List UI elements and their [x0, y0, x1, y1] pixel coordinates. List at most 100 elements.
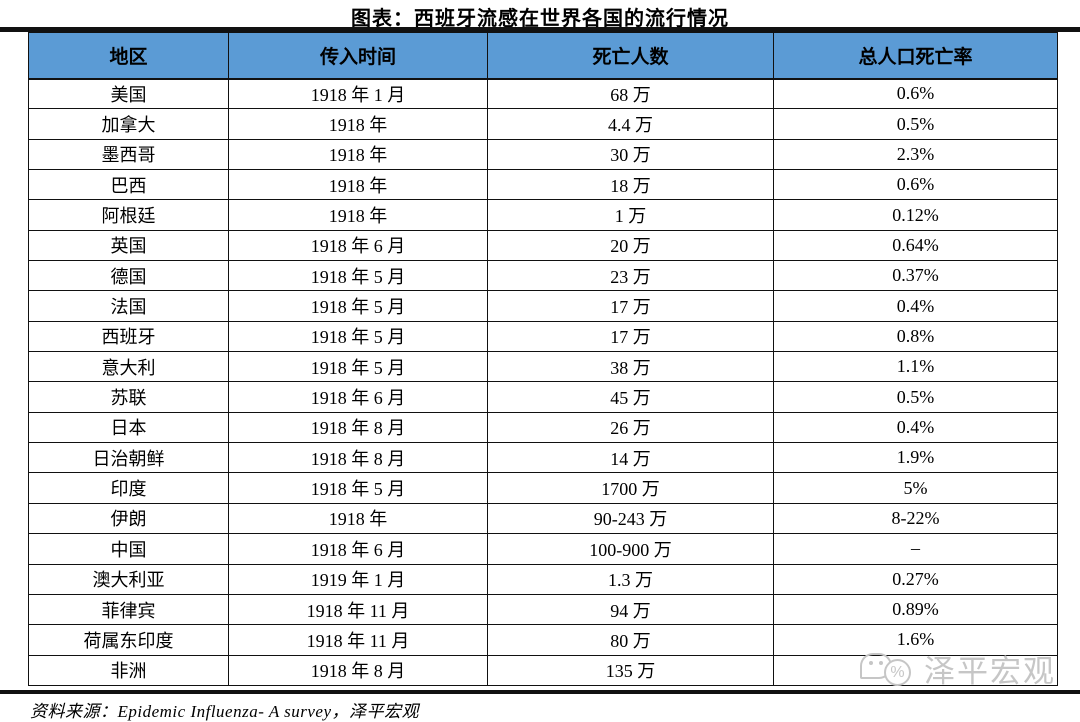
table-cell: 4.4 万 [487, 108, 774, 140]
table-cell: 印度 [28, 472, 229, 504]
table-cell: 0.5% [773, 108, 1058, 140]
table-row: 中国 1918 年 6 月 100-900 万 – [28, 533, 1058, 565]
table-row: 澳大利亚 1919 年 1 月 1.3 万 0.27% [28, 563, 1058, 595]
table-cell: 1918 年 1 月 [228, 77, 488, 110]
table-cell: 1700 万 [487, 472, 774, 504]
table-cell: 0.4% [773, 290, 1058, 322]
table-cell: 1918 年 [228, 169, 488, 201]
table-row: 西班牙 1918 年 5 月 17 万 0.8% [28, 320, 1058, 353]
table-cell: 德国 [28, 260, 229, 292]
table-body: 美国 1918 年 1 月 68 万 0.6% 加拿大 1918 年 4.4 万 0.5% 墨西… [28, 77, 1058, 687]
table-cell: 20 万 [487, 229, 774, 262]
table-row: 法国 1918 年 5 月 17 万 0.4% [28, 290, 1058, 322]
table-row: 日治朝鲜 1918 年 8 月 14 万 1.9% [28, 442, 1058, 474]
table-cell [773, 654, 1058, 687]
table-cell: 30 万 [487, 138, 774, 171]
column-header: 传入时间 [228, 32, 488, 80]
table-cell: 23 万 [487, 260, 774, 292]
table-row: 墨西哥 1918 年 30 万 2.3% [28, 138, 1058, 171]
table-cell: 8-22% [773, 502, 1058, 535]
table-cell: 2.3% [773, 138, 1058, 171]
table-cell: 17 万 [487, 320, 774, 353]
table-cell: 澳大利亚 [28, 563, 229, 595]
table-cell: 1.3 万 [487, 563, 774, 595]
flu-table: 地区 传入时间 死亡人数 总人口死亡率 美国 1918 年 1 月 68 万 0.6% 加拿大… [28, 32, 1058, 687]
table-row: 巴西 1918 年 18 万 0.6% [28, 169, 1058, 201]
table-cell: 苏联 [28, 381, 229, 413]
table-cell: 1918 年 5 月 [228, 472, 488, 504]
table-cell: 1918 年 6 月 [228, 533, 488, 565]
table-cell: 1918 年 5 月 [228, 351, 488, 383]
table-cell: 94 万 [487, 593, 774, 626]
table-cell: 0.37% [773, 260, 1058, 292]
table-cell: 0.6% [773, 77, 1058, 110]
table-cell: 100-900 万 [487, 533, 774, 565]
table-cell: 1.1% [773, 351, 1058, 383]
table-row: 日本 1918 年 8 月 26 万 0.4% [28, 411, 1058, 444]
table-cell: 135 万 [487, 654, 774, 687]
table-cell: 1918 年 [228, 502, 488, 535]
table-cell: 1918 年 [228, 108, 488, 140]
table-cell: 日本 [28, 411, 229, 444]
table-cell: 1918 年 5 月 [228, 290, 488, 322]
table-row: 英国 1918 年 6 月 20 万 0.64% [28, 229, 1058, 262]
table-row: 加拿大 1918 年 4.4 万 0.5% [28, 108, 1058, 140]
table-cell: 1918 年 5 月 [228, 260, 488, 292]
table-cell: 0.5% [773, 381, 1058, 413]
table-cell: 荷属东印度 [28, 624, 229, 656]
table-cell: 14 万 [487, 442, 774, 474]
table-cell: 0.8% [773, 320, 1058, 353]
table-cell: 意大利 [28, 351, 229, 383]
table-cell: 5% [773, 472, 1058, 504]
table-cell: 0.4% [773, 411, 1058, 444]
table-cell: 西班牙 [28, 320, 229, 353]
source-note: 资料来源：Epidemic Influenza- A survey，泽平宏观 [30, 702, 420, 721]
table-cell: 菲律宾 [28, 593, 229, 626]
table-cell: 1 万 [487, 199, 774, 231]
column-header: 地区 [28, 32, 229, 80]
table-cell: 18 万 [487, 169, 774, 201]
page-title: 图表：西班牙流感在世界各国的流行情况 [351, 8, 729, 30]
header-row: 地区 传入时间 死亡人数 总人口死亡率 [28, 32, 1058, 80]
table-row: 荷属东印度 1918 年 11 月 80 万 1.6% [28, 624, 1058, 656]
table-cell: 美国 [28, 77, 229, 110]
table-cell: 45 万 [487, 381, 774, 413]
table-cell: 加拿大 [28, 108, 229, 140]
table-row: 非洲 1918 年 8 月 135 万 [28, 654, 1058, 687]
table-row: 美国 1918 年 1 月 68 万 0.6% [28, 77, 1058, 110]
table-cell: 1918 年 8 月 [228, 442, 488, 474]
table-cell: 1918 年 [228, 138, 488, 171]
table-cell: 26 万 [487, 411, 774, 444]
table-cell: 阿根廷 [28, 199, 229, 231]
table-cell: 1918 年 6 月 [228, 229, 488, 262]
table-cell: 38 万 [487, 351, 774, 383]
table-row: 德国 1918 年 5 月 23 万 0.37% [28, 260, 1058, 292]
table-row: 苏联 1918 年 6 月 45 万 0.5% [28, 381, 1058, 413]
table-cell: 68 万 [487, 77, 774, 110]
table-cell: 1918 年 11 月 [228, 624, 488, 656]
table-cell: 1918 年 5 月 [228, 320, 488, 353]
top-rule [0, 27, 1080, 32]
table-cell: 英国 [28, 229, 229, 262]
table-cell: 伊朗 [28, 502, 229, 535]
table-cell: 1918 年 8 月 [228, 411, 488, 444]
table-cell: 80 万 [487, 624, 774, 656]
table-cell: 墨西哥 [28, 138, 229, 171]
column-header: 总人口死亡率 [773, 32, 1058, 80]
table-cell: 0.64% [773, 229, 1058, 262]
table-cell: 90-243 万 [487, 502, 774, 535]
table-cell: 中国 [28, 533, 229, 565]
table-cell: 1.9% [773, 442, 1058, 474]
table-cell: 0.12% [773, 199, 1058, 231]
table-cell: – [773, 533, 1058, 565]
table-row: 菲律宾 1918 年 11 月 94 万 0.89% [28, 593, 1058, 626]
table-cell: 1918 年 8 月 [228, 654, 488, 687]
column-header: 死亡人数 [487, 32, 774, 80]
bottom-rule [0, 690, 1080, 694]
table-cell: 日治朝鲜 [28, 442, 229, 474]
table-row: 伊朗 1918 年 90-243 万 8-22% [28, 502, 1058, 535]
table-cell: 1919 年 1 月 [228, 563, 488, 595]
table-cell: 1.6% [773, 624, 1058, 656]
